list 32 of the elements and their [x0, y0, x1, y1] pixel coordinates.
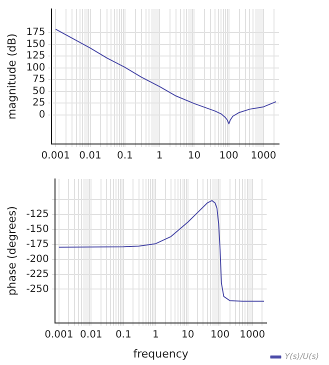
- y-tick-label: 0: [38, 109, 46, 120]
- x-tick-label: 10: [181, 329, 194, 340]
- x-tick-label: 0.1: [115, 329, 132, 340]
- x-tick-label: 100: [219, 150, 238, 162]
- y-tick-label: -125: [26, 208, 49, 220]
- x-tick-label: 10: [188, 150, 201, 162]
- x-tick-label: 1000: [250, 150, 276, 162]
- x-axis-title: frequency: [133, 347, 189, 360]
- y-tick-label: -150: [26, 224, 49, 235]
- x-tick-label: 0.01: [80, 329, 102, 340]
- y-tick-label: 150: [26, 38, 46, 50]
- x-tick-label: 1: [156, 150, 163, 162]
- y-tick-label: 125: [26, 50, 46, 62]
- y-axis-title: phase (degrees): [5, 206, 18, 296]
- y-tick-label: -250: [26, 284, 49, 295]
- y-tick-label: 25: [32, 98, 46, 109]
- y-tick-label: 75: [32, 74, 46, 86]
- x-tick-label: 1: [152, 329, 159, 340]
- legend-label: Y(s)/U(s): [284, 352, 320, 362]
- y-tick-label: 100: [26, 62, 46, 74]
- x-tick-label: 0.1: [116, 150, 133, 162]
- y-axis-title: magnitude (dB): [5, 33, 18, 120]
- y-tick-label: 175: [26, 27, 46, 38]
- x-tick-label: 1000: [240, 329, 266, 340]
- y-tick-label: -175: [26, 238, 49, 250]
- x-tick-label: 100: [210, 329, 230, 340]
- x-tick-label: 0.001: [44, 329, 74, 340]
- y-tick-label: -200: [26, 254, 49, 265]
- y-tick-label: 50: [32, 86, 46, 97]
- x-tick-label: 0.01: [79, 150, 102, 162]
- y-tick-label: -225: [26, 268, 49, 280]
- x-tick-label: 0.001: [41, 150, 70, 162]
